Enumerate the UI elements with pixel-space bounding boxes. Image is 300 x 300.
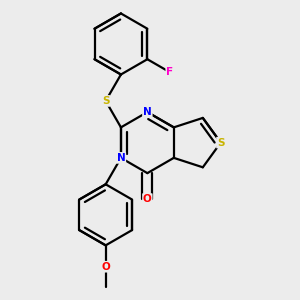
Text: S: S (217, 138, 224, 148)
Text: N: N (117, 153, 125, 163)
Text: O: O (143, 194, 152, 204)
Text: O: O (101, 262, 110, 272)
Text: N: N (143, 107, 152, 117)
Text: S: S (102, 96, 110, 106)
Text: F: F (166, 67, 173, 77)
